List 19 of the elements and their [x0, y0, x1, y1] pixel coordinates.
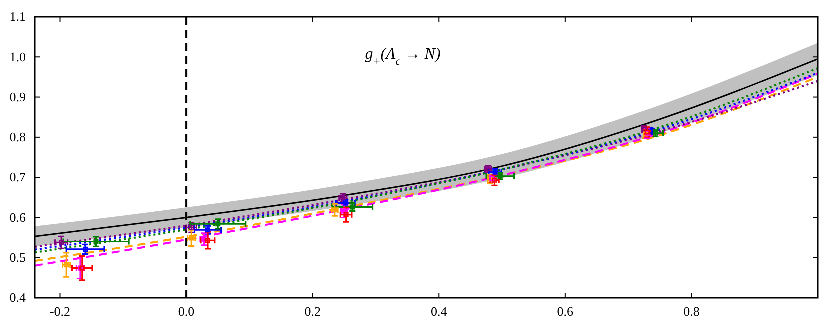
- point: [344, 212, 349, 218]
- x-tick-label: 0.6: [557, 304, 574, 320]
- y-tick-label: 0.4: [10, 290, 26, 306]
- x-tick-label: 0.8: [684, 304, 700, 320]
- x-tick-label: 0.0: [178, 304, 195, 320]
- y-tick-label: 0.7: [10, 170, 26, 185]
- y-tick-label: 0.9: [10, 89, 26, 104]
- point: [205, 238, 211, 244]
- y-tick-label: 1.1: [10, 9, 26, 24]
- y-tick-label: 0.8: [10, 130, 26, 145]
- y-tick-label: 0.6: [10, 210, 26, 225]
- point: [200, 236, 209, 244]
- y-tick-label: 1.0: [10, 49, 26, 64]
- x-tick-label: -0.2: [50, 304, 71, 320]
- annotation: g$_{+}$(Λ$_{c}$ → N): [365, 46, 441, 68]
- x-tick-label: 0.2: [304, 304, 321, 320]
- point: [331, 206, 339, 214]
- y-tick-label: 0.5: [10, 250, 26, 266]
- x-tick-label: 0.4: [431, 304, 448, 320]
